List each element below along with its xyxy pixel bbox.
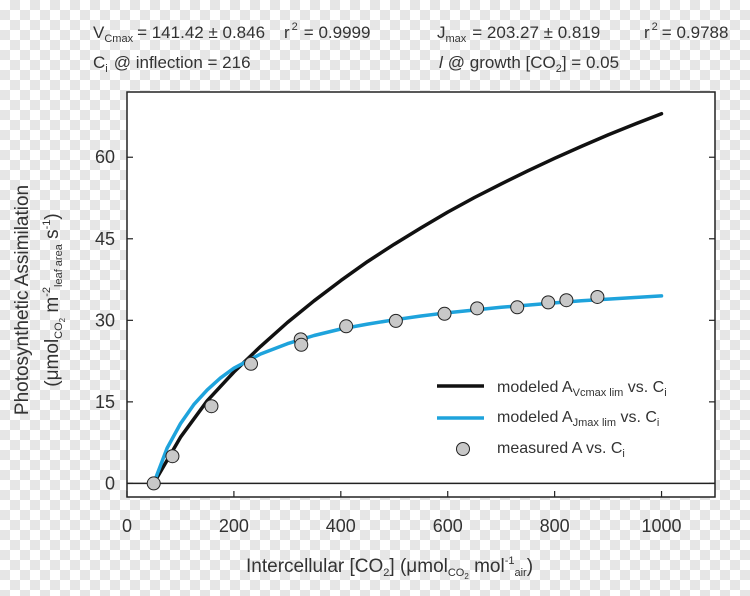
legend-marker-measured — [456, 442, 470, 456]
y-tick-label: 30 — [95, 310, 115, 330]
growth-annotation: l @ growth [CO2] = 0.05 — [439, 53, 619, 75]
vcmax-annotation: VCmax = 141.42 ± 0.846 — [93, 23, 265, 45]
x-tick-label: 200 — [219, 516, 249, 536]
y-axis-label: Photosynthetic Assimilation (μmolCO2 m-2… — [12, 185, 67, 415]
measured-point — [437, 306, 452, 321]
axis-ticks: 0 200 400 600 800 1000 0 15 30 45 60 — [95, 147, 715, 536]
points-group — [146, 289, 605, 491]
x-tick-label: 600 — [433, 516, 463, 536]
jmax-annotation: Jmax = 203.27 ± 0.819 — [437, 23, 600, 45]
measured-point — [510, 300, 525, 315]
measured-point — [165, 449, 180, 464]
r2-annotation-1: r 2 = 0.9999 — [284, 21, 370, 42]
measured-point — [244, 356, 259, 371]
x-tick-label: 800 — [540, 516, 570, 536]
x-tick-label: 400 — [326, 516, 356, 536]
legend-label-measured: measured A vs. Ci — [497, 440, 625, 460]
y-tick-label: 60 — [95, 147, 115, 167]
legend-label-jmax: modeled AJmax lim vs. Ci — [497, 409, 659, 429]
plot-frame — [126, 91, 716, 498]
measured-point — [541, 295, 556, 310]
ci-inflection-annotation: Ci @ inflection = 216 — [93, 53, 251, 75]
measured-point — [470, 301, 485, 316]
measured-point — [339, 319, 354, 334]
x-tick-label: 0 — [122, 516, 132, 536]
measured-point — [294, 337, 309, 352]
measured-point — [204, 399, 219, 414]
measured-point — [146, 476, 161, 491]
y-tick-label: 0 — [105, 473, 115, 493]
legend-label-vcmax: modeled AVcmax lim vs. Ci — [497, 379, 667, 399]
measured-point — [559, 293, 574, 308]
r2-annotation-2: r 2 = 0.9788 — [644, 21, 728, 42]
x-tick-label: 1000 — [642, 516, 682, 536]
x-axis-label: Intercellular [CO2] (μmolCO2 mol-1air) — [246, 555, 533, 581]
legend: modeled AVcmax lim vs. Ci modeled AJmax … — [437, 379, 667, 460]
y-tick-label: 15 — [95, 392, 115, 412]
y-tick-label: 45 — [95, 229, 115, 249]
measured-point — [388, 313, 403, 328]
y-axis-label-line2: (μmolCO2 m-2leaf area s-1) — [41, 213, 67, 386]
y-axis-label-line1: Photosynthetic Assimilation — [12, 185, 33, 415]
measured-point — [590, 289, 605, 304]
